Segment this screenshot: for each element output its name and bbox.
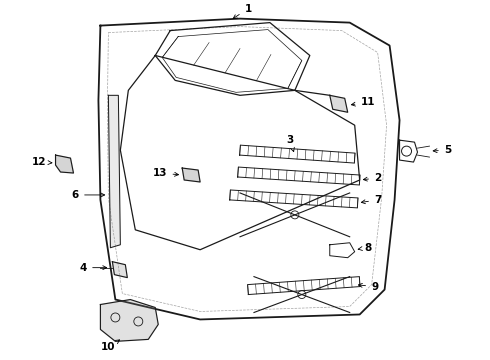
Text: 10: 10 <box>101 340 120 352</box>
Text: 7: 7 <box>361 195 381 205</box>
Text: 6: 6 <box>72 190 105 200</box>
Text: 1: 1 <box>233 4 252 19</box>
Text: 3: 3 <box>286 135 294 152</box>
Text: 4: 4 <box>80 263 107 273</box>
Text: 8: 8 <box>358 243 371 253</box>
Text: 9: 9 <box>358 282 378 292</box>
Polygon shape <box>182 168 200 182</box>
Polygon shape <box>330 95 348 112</box>
Polygon shape <box>55 155 74 173</box>
Text: 13: 13 <box>153 168 178 178</box>
Polygon shape <box>100 300 158 341</box>
Text: 5: 5 <box>433 145 451 155</box>
Polygon shape <box>112 262 127 278</box>
Polygon shape <box>108 95 121 248</box>
Text: 2: 2 <box>364 173 381 183</box>
Text: 11: 11 <box>351 97 375 107</box>
Text: 12: 12 <box>31 157 52 167</box>
